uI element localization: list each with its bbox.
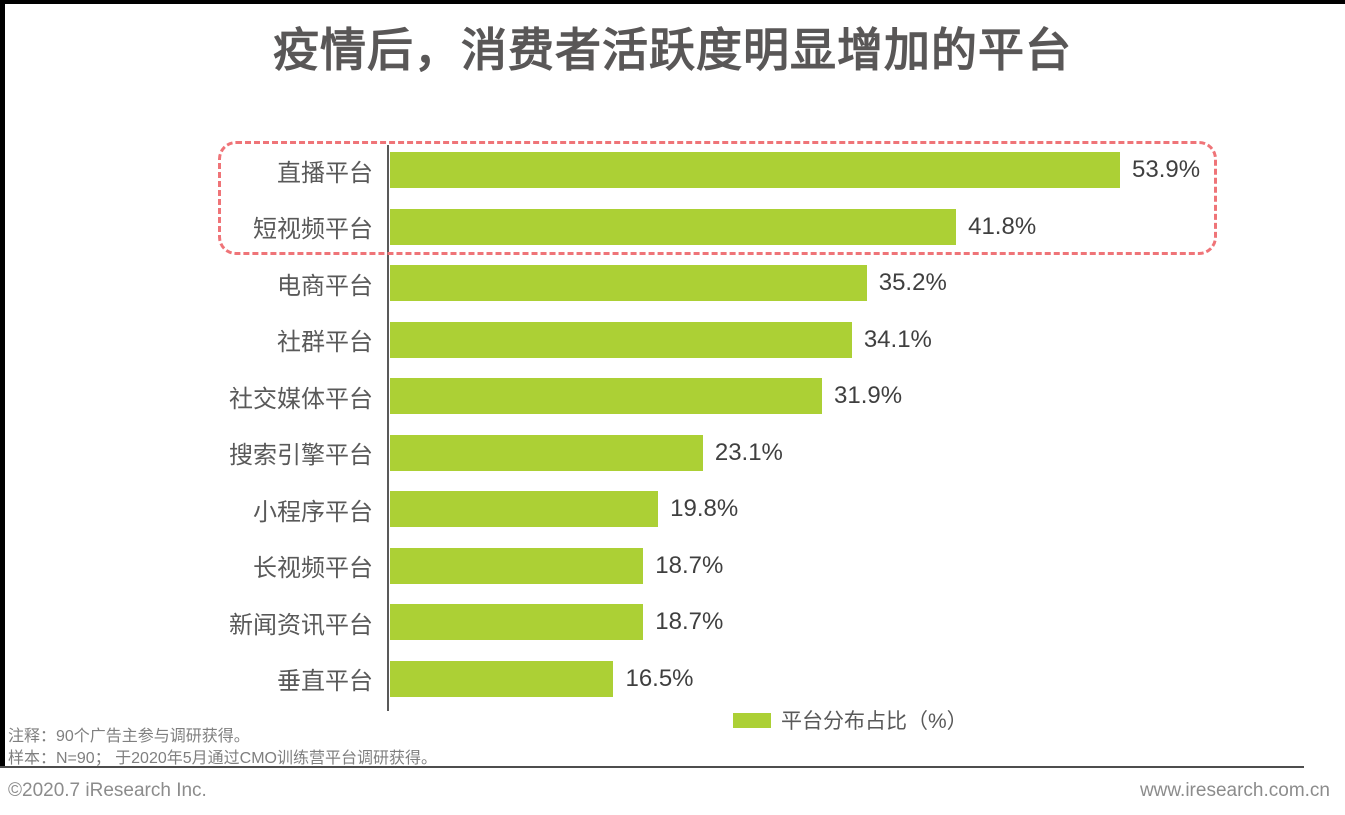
bar — [390, 491, 659, 528]
y-axis-line — [387, 145, 389, 711]
bar — [390, 604, 644, 641]
category-label: 长视频平台 — [253, 555, 373, 583]
notes: 注释：90个广告主参与调研获得。 样本：N=90； 于2020年5月通过CMO训… — [8, 726, 437, 770]
bar-chart: 直播平台 53.9% 短视频平台 41.8% 电商平台 35.2% 社群平台 34.1% 社交媒… — [0, 142, 1345, 707]
bar — [390, 321, 852, 358]
note-line-2: 样本：N=90； 于2020年5月通过CMO训练营平台调研获得。 — [8, 750, 437, 767]
category-label: 直播平台 — [277, 159, 373, 187]
bar — [390, 378, 823, 415]
value-label: 53.9% — [1132, 156, 1201, 184]
note-line-1: 注释：90个广告主参与调研获得。 — [8, 728, 250, 745]
category-label: 新闻资讯平台 — [229, 611, 373, 639]
value-label: 18.7% — [655, 551, 724, 579]
bar-row: 电商平台 35.2% — [0, 255, 1345, 312]
footer-separator-line — [0, 766, 1304, 768]
top-border-bar — [0, 0, 1345, 4]
value-label: 19.8% — [670, 495, 739, 523]
bar-row: 短视频平台 41.8% — [0, 199, 1345, 256]
chart-title: 疫情后，消费者活跃度明显增加的平台 — [273, 24, 1072, 76]
bar-row: 搜索引擎平台 23.1% — [0, 425, 1345, 482]
value-label: 16.5% — [625, 664, 694, 692]
bar — [390, 434, 703, 471]
bar-row: 新闻资讯平台 18.7% — [0, 594, 1345, 651]
bar-row: 小程序平台 19.8% — [0, 481, 1345, 538]
legend-label: 平台分布占比（%） — [781, 710, 968, 733]
bar-row: 社交媒体平台 31.9% — [0, 368, 1345, 425]
value-label: 34.1% — [863, 325, 932, 353]
bar — [390, 208, 957, 245]
category-label: 社交媒体平台 — [229, 385, 373, 413]
category-label: 小程序平台 — [253, 498, 373, 526]
value-label: 31.9% — [834, 382, 903, 410]
category-label: 垂直平台 — [277, 668, 373, 696]
bar — [390, 660, 614, 697]
category-label: 短视频平台 — [253, 216, 373, 244]
value-label: 18.7% — [655, 608, 724, 636]
category-label: 社群平台 — [277, 329, 373, 357]
category-label: 电商平台 — [277, 272, 373, 300]
left-border-bar — [0, 0, 5, 768]
bar-row: 社群平台 34.1% — [0, 312, 1345, 369]
bar — [390, 265, 867, 302]
value-label: 35.2% — [878, 269, 947, 297]
bar — [390, 152, 1120, 189]
bar-row: 垂直平台 16.5% — [0, 651, 1345, 708]
copyright-text: ©2020.7 iResearch Inc. — [8, 780, 207, 801]
category-label: 搜索引擎平台 — [229, 442, 373, 470]
value-label: 23.1% — [714, 438, 783, 466]
bar-row: 直播平台 53.9% — [0, 142, 1345, 199]
legend: 平台分布占比（%） — [733, 705, 968, 735]
footer: ©2020.7 iResearch Inc. www.iresearch.com… — [8, 780, 1330, 802]
bar — [390, 547, 644, 584]
website-url: www.iresearch.com.cn — [1139, 780, 1330, 801]
legend-swatch — [733, 712, 771, 728]
highlight-dashed-box — [218, 141, 1217, 255]
bar-row: 长视频平台 18.7% — [0, 538, 1345, 595]
value-label: 41.8% — [968, 212, 1037, 240]
